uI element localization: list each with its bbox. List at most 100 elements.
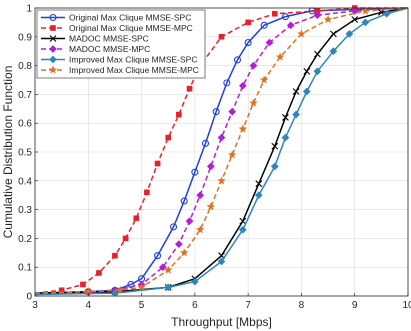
series-point (164, 283, 173, 292)
series-point (206, 202, 216, 211)
legend-label: MADOC MMSE-SPC (69, 34, 149, 44)
series-point (185, 217, 194, 226)
series-point (110, 289, 119, 298)
series-point (186, 85, 193, 92)
series-point (249, 98, 258, 107)
series-point (275, 52, 285, 61)
series-point (154, 252, 162, 260)
series-point (249, 61, 258, 70)
x-tick-label: 7 (245, 300, 251, 311)
series-point (206, 162, 215, 171)
series-point (180, 197, 188, 205)
series-line (34, 7, 409, 294)
series-point (360, 6, 370, 15)
series-point (212, 108, 220, 116)
series-point (281, 13, 289, 21)
series-point (133, 215, 140, 222)
series-point (217, 257, 226, 266)
series-point (281, 133, 290, 142)
series-point (238, 81, 247, 90)
series-point (223, 79, 231, 87)
y-tick-label: 0.7 (18, 90, 32, 101)
legend-entry: MADOC MMSE-SPC (41, 34, 149, 44)
series-line (34, 7, 409, 294)
series-point (245, 19, 251, 26)
series-point (302, 87, 311, 96)
series-point (329, 47, 338, 56)
legend-entry: Improved Max Clique MMSE-SPC (41, 55, 197, 65)
series-point (345, 29, 354, 38)
y-tick-label: 0.5 (18, 148, 32, 159)
series-point (96, 270, 102, 276)
series-point (292, 110, 301, 119)
series-5 (34, 7, 409, 298)
series-point (259, 75, 269, 84)
series-point (271, 142, 279, 150)
x-tick-label: 9 (352, 300, 358, 311)
x-tick-label: 3 (32, 300, 38, 311)
series-line (34, 7, 409, 294)
legend-marker (50, 25, 56, 31)
y-tick-label: 0.3 (18, 205, 32, 216)
series-point (227, 150, 237, 159)
legend-entry: MADOC MMSE-MPC (41, 44, 150, 54)
x-tick-label: 10 (402, 300, 411, 311)
series-point (282, 114, 289, 121)
series-point (195, 225, 205, 234)
series-point (238, 124, 248, 133)
series-point (313, 11, 322, 20)
y-tick-label: 0.1 (18, 263, 32, 274)
y-tick-label: 0 (26, 292, 32, 303)
series-point (303, 67, 311, 75)
legend-entry: Original Max Clique MMSE-MPC (41, 23, 193, 33)
x-axis-label: Throughput [Mbps] (171, 315, 272, 329)
series-point (80, 281, 86, 288)
x-tick-label: 6 (192, 300, 198, 311)
legend-marker (49, 55, 57, 64)
legend-label: Improved Max Clique MMSE-SPC (69, 55, 197, 65)
y-tick-label: 0.8 (18, 61, 32, 72)
y-tick-label: 0.2 (18, 234, 32, 245)
legend-marker (49, 13, 57, 22)
series-point (218, 34, 225, 40)
series-point (165, 134, 172, 141)
y-axis-label: Cumulative Distribution Function (1, 66, 15, 239)
series-4 (34, 6, 409, 296)
series-point (112, 252, 118, 259)
y-tick-label: 0.4 (18, 176, 32, 187)
series-point (351, 16, 359, 23)
series-point (244, 39, 252, 47)
series-point (297, 29, 306, 38)
series-point (313, 67, 322, 76)
legend-entry: Improved Max Clique MMSE-MPC (41, 65, 199, 75)
series-point (217, 133, 226, 142)
series-point (270, 162, 279, 171)
series-point (137, 282, 146, 292)
series-point (169, 223, 178, 231)
series-point (154, 160, 161, 167)
series-point (260, 21, 268, 29)
series-point (122, 235, 129, 242)
legend-label: Original Max Clique MMSE-SPC (69, 13, 191, 23)
tick-labels: 3 4 5 6 7 8 9 10 0 0.1 0.2 0.3 0.4 0.5 0.6 0.7 0.8 0.9 1 (18, 4, 411, 312)
legend-marker (48, 65, 58, 74)
series-layer (34, 5, 409, 298)
series-point (382, 9, 391, 18)
series-point (115, 285, 125, 295)
series-point (217, 176, 226, 185)
series-point (239, 217, 247, 225)
series-line (34, 7, 409, 294)
legend-marker (49, 35, 57, 42)
legend-box (36, 9, 206, 79)
series-point (190, 277, 199, 286)
series-point (233, 56, 242, 64)
x-tick-label: 4 (86, 300, 92, 311)
series-point (179, 248, 189, 257)
legend-label: Original Max Clique MMSE-MPC (69, 23, 193, 33)
series-point (255, 180, 263, 188)
series-point (265, 38, 274, 47)
x-tick-label: 8 (299, 300, 305, 311)
series-point (174, 240, 183, 249)
